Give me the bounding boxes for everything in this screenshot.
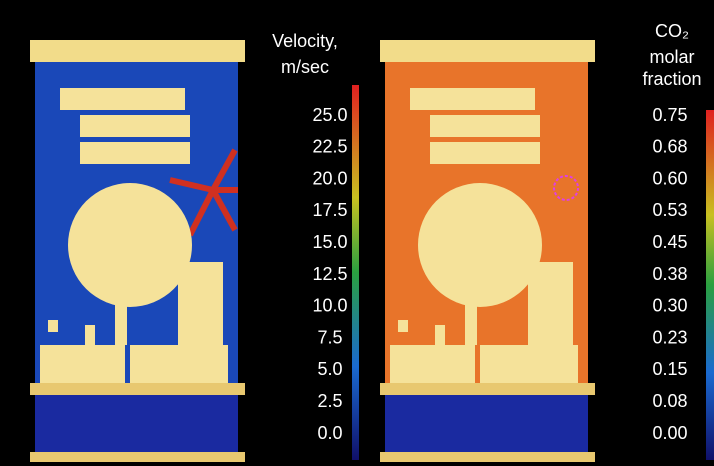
colorbar-tick-label: 5.0 (317, 359, 342, 379)
colorbar-tick-label: 0.08 (652, 391, 687, 411)
colorbar-tick-label: 0.60 (652, 168, 687, 188)
colorbar-tick-label: 0.68 (652, 137, 687, 157)
colorbar-tick-label: 7.5 (317, 327, 342, 347)
colorbar (706, 110, 714, 460)
velocity-panel (30, 40, 245, 462)
colorbar-tick-label: 0.15 (652, 359, 687, 379)
colorbar-tick-label: 0.53 (652, 200, 687, 220)
colorbar-tick-label: 0.0 (317, 423, 342, 443)
colorbar-tick-label: 0.00 (652, 423, 687, 443)
colorbar-title: Velocity, (272, 31, 338, 51)
colorbar-tick-label: 0.23 (652, 327, 687, 347)
colorbar-tick-label: 0.30 (652, 296, 687, 316)
colorbar-title: CO₂ (655, 21, 689, 41)
colorbar-tick-label: 17.5 (312, 200, 347, 220)
colorbar-tick-label: 10.0 (312, 296, 347, 316)
colorbar-title: m/sec (281, 57, 329, 77)
colorbar-tick-label: 2.5 (317, 391, 342, 411)
colorbar-tick-label: 22.5 (312, 137, 347, 157)
colorbar-title: fraction (642, 69, 701, 89)
colorbar-tick-label: 0.75 (652, 105, 687, 125)
colorbar-tick-label: 12.5 (312, 264, 347, 284)
co2-panel (380, 40, 595, 462)
colorbar-tick-label: 25.0 (312, 105, 347, 125)
colorbar-tick-label: 0.45 (652, 232, 687, 252)
colorbar-tick-label: 20.0 (312, 168, 347, 188)
colorbar-tick-label: 15.0 (312, 232, 347, 252)
colorbar-title: molar (649, 47, 694, 67)
colorbar (352, 85, 359, 460)
colorbar-tick-label: 0.38 (652, 264, 687, 284)
